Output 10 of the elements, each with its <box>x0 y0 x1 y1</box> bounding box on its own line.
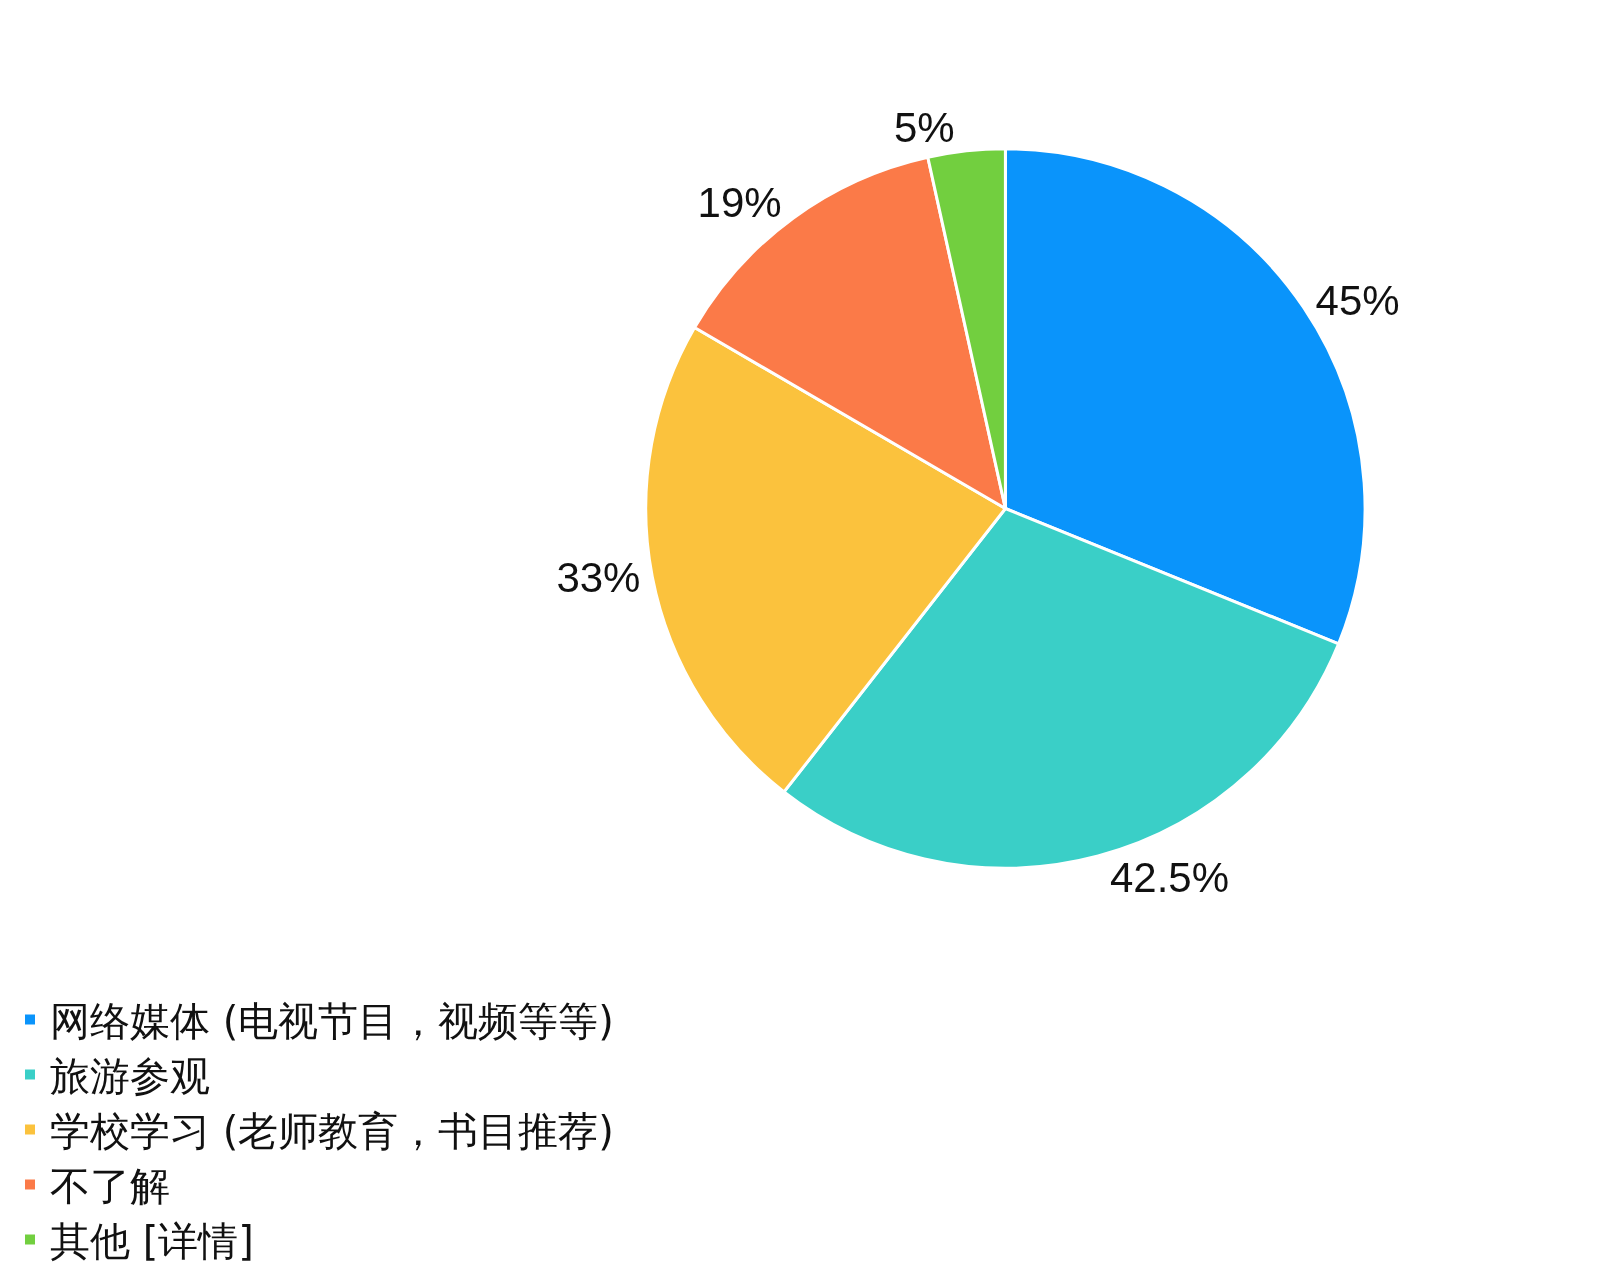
data-label: 5% <box>893 104 955 152</box>
legend-label: 学校学习 (老师教育，书目推荐) <box>50 1108 614 1155</box>
legend-label: 网络媒体 (电视节目，视频等等) <box>50 998 614 1045</box>
legend-label: 不了解 <box>50 1163 170 1210</box>
legend-label: 其他 [详情] <box>50 1218 254 1265</box>
data-label: 42.5% <box>1109 854 1230 902</box>
data-label: 45% <box>1315 276 1400 324</box>
legend-label: 旅游参观 <box>50 1053 210 1100</box>
data-label: 33% <box>556 553 641 601</box>
data-label: 19% <box>697 179 782 227</box>
